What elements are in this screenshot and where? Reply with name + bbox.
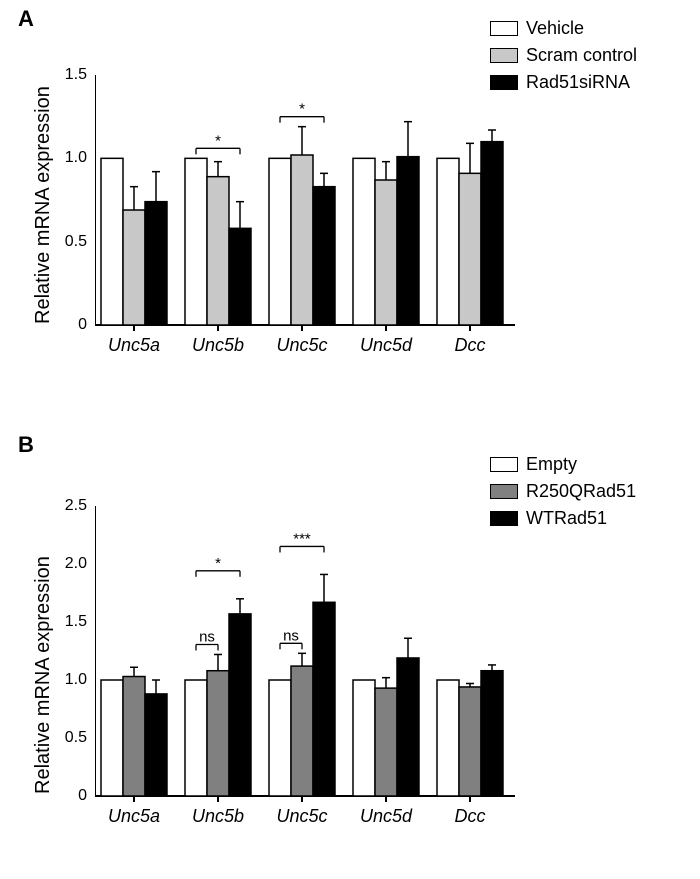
- legend-swatch-vehicle: [490, 21, 518, 36]
- bar: [353, 158, 375, 325]
- x-tick-label: Unc5a: [94, 335, 174, 356]
- sig-label: ***: [293, 530, 311, 547]
- bar: [437, 680, 459, 796]
- bar: [459, 173, 481, 325]
- x-tick-label: Unc5b: [178, 806, 258, 827]
- bar: [353, 680, 375, 796]
- x-tick-label: Unc5c: [262, 806, 342, 827]
- legend-text: Empty: [526, 454, 577, 475]
- y-tick-label: 1.0: [53, 671, 87, 689]
- y-tick-label: 1.0: [53, 149, 87, 167]
- x-tick-label: Unc5d: [346, 335, 426, 356]
- sig-label: *: [215, 555, 221, 572]
- bar: [269, 158, 291, 325]
- bar: [291, 666, 313, 796]
- figure-container: A Vehicle Scram control Rad51siRNA ** Re…: [0, 0, 700, 879]
- panel-b-label: B: [18, 432, 34, 458]
- bar: [185, 680, 207, 796]
- bar: [229, 228, 251, 325]
- sig-label: *: [299, 101, 305, 118]
- panel-b-ylabel: Relative mRNA expression: [32, 556, 55, 794]
- bar: [375, 180, 397, 325]
- bar: [397, 658, 419, 796]
- bar: [101, 158, 123, 325]
- legend-text: Vehicle: [526, 18, 584, 39]
- bar: [269, 680, 291, 796]
- x-tick-label: Unc5b: [178, 335, 258, 356]
- legend-item: Vehicle: [490, 18, 637, 39]
- sig-label: ns: [199, 628, 215, 645]
- legend-swatch-empty: [490, 457, 518, 472]
- bar: [207, 177, 229, 325]
- y-tick-label: 0: [53, 787, 87, 805]
- bar: [123, 677, 145, 796]
- sig-label: *: [215, 132, 221, 149]
- x-tick-label: Unc5d: [346, 806, 426, 827]
- y-tick-label: 0: [53, 316, 87, 334]
- bar: [145, 694, 167, 796]
- bar: [481, 142, 503, 325]
- bar: [145, 202, 167, 325]
- bar: [459, 687, 481, 796]
- bar: [291, 155, 313, 325]
- bar: [313, 187, 335, 325]
- x-tick-label: Dcc: [430, 335, 510, 356]
- x-tick-label: Unc5a: [94, 806, 174, 827]
- bar: [123, 210, 145, 325]
- panel-a-chart: **: [95, 45, 575, 355]
- y-tick-label: 2.0: [53, 555, 87, 573]
- panel-a-ylabel: Relative mRNA expression: [32, 86, 55, 324]
- legend-item: Empty: [490, 454, 636, 475]
- bar: [397, 157, 419, 325]
- y-tick-label: 1.5: [53, 66, 87, 84]
- panel-b-chart: ns * ns ***: [95, 476, 575, 826]
- bar: [185, 158, 207, 325]
- bar: [229, 614, 251, 796]
- y-tick-label: 1.5: [53, 613, 87, 631]
- sig-label: ns: [283, 627, 299, 644]
- bar: [375, 688, 397, 796]
- bar: [481, 671, 503, 796]
- x-tick-label: Unc5c: [262, 335, 342, 356]
- bar: [313, 602, 335, 796]
- bar: [437, 158, 459, 325]
- y-tick-label: 0.5: [53, 729, 87, 747]
- x-tick-label: Dcc: [430, 806, 510, 827]
- y-tick-label: 0.5: [53, 233, 87, 251]
- bar: [101, 680, 123, 796]
- panel-a-label: A: [18, 6, 34, 32]
- bar: [207, 671, 229, 796]
- y-tick-label: 2.5: [53, 497, 87, 515]
